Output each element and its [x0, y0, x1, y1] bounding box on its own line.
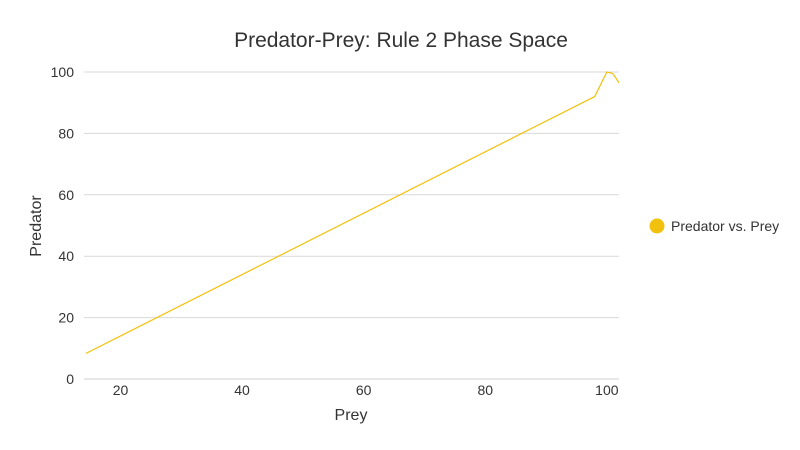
x-tick-label-20: 20 — [113, 382, 129, 398]
y-tick-label-60: 60 — [58, 187, 74, 203]
y-tick-label-80: 80 — [58, 125, 74, 141]
legend-marker-predator-vs-prey — [649, 218, 665, 234]
axes-layer: 0 20 40 60 80 100 20 40 60 80 100 — [51, 64, 619, 398]
y-tick-label-20: 20 — [58, 310, 74, 326]
x-tick-label-80: 80 — [477, 382, 493, 398]
series-layer — [85, 71, 620, 355]
grid-layer — [84, 71, 619, 319]
y-tick-label-0: 0 — [66, 371, 74, 387]
y-axis-title: Predator — [28, 195, 45, 257]
y-tick-label-100: 100 — [51, 64, 75, 80]
legend[interactable]: Predator vs. Prey — [649, 218, 780, 234]
x-tick-label-40: 40 — [234, 382, 250, 398]
y-tick-label-40: 40 — [58, 248, 74, 264]
x-axis-title: Prey — [335, 407, 368, 424]
legend-label-predator-vs-prey: Predator vs. Prey — [671, 218, 779, 234]
chart-title: Predator-Prey: Rule 2 Phase Space — [234, 29, 568, 52]
x-tick-label-100: 100 — [595, 382, 619, 398]
x-tick-label-60: 60 — [356, 382, 372, 398]
series-line-0[interactable] — [85, 71, 620, 355]
